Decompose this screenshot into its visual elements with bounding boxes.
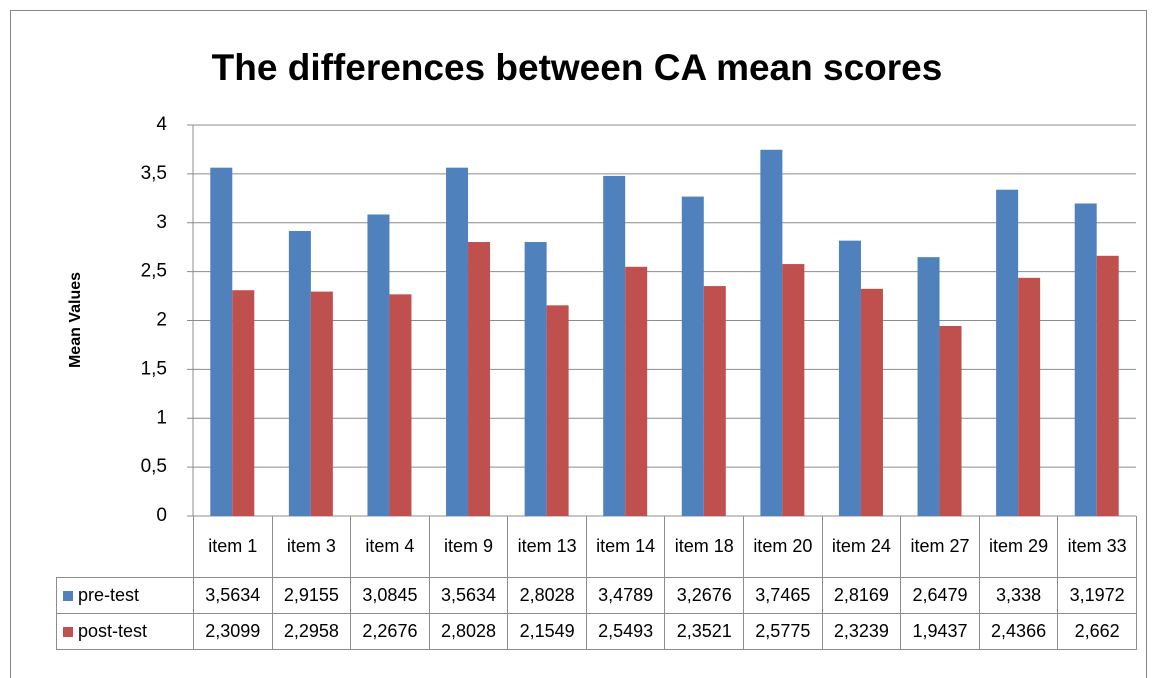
legend-entry: pre-test (56, 577, 194, 614)
table-row: post-test 2,3099 2,2958 2,2676 2,8028 2,1549 2… (56, 613, 1137, 650)
x-tick-label: item 3 (271, 516, 352, 578)
data-label: 1,9437 (900, 613, 980, 650)
y-tick-label: 3,5 (141, 163, 167, 184)
bar (210, 167, 233, 516)
legend-entry: post-test (56, 613, 194, 650)
data-label: 2,3099 (193, 613, 273, 650)
bar (996, 189, 1019, 516)
x-tick-label: item 24 (821, 516, 902, 578)
bar (603, 175, 626, 516)
data-label: 2,3239 (821, 613, 902, 650)
bar (1018, 277, 1041, 516)
y-axis-label: Mean Values (67, 272, 84, 368)
x-tick-label: item 29 (978, 516, 1059, 578)
x-tick-label: item 27 (900, 516, 980, 578)
table-header-row: item 1 item 3 item 4 item 9 item 13 item 14 it… (56, 516, 1137, 578)
data-label: 2,5775 (743, 613, 823, 650)
data-label: 2,8028 (428, 613, 509, 650)
data-label: 2,662 (1057, 613, 1137, 650)
data-label: 2,4366 (978, 613, 1059, 650)
bar (232, 290, 255, 516)
data-label: 2,2958 (271, 613, 352, 650)
y-tick-label: 2,5 (141, 261, 167, 282)
x-tick-label: item 20 (743, 516, 823, 578)
y-tick-label: 1 (156, 407, 167, 428)
bar (524, 242, 547, 516)
y-tick-label: 0 (156, 505, 167, 526)
data-label: 3,5634 (193, 577, 273, 614)
data-label: 2,9155 (271, 577, 352, 614)
data-label: 2,6479 (900, 577, 980, 614)
bar (681, 196, 704, 516)
data-label: 3,338 (978, 577, 1059, 614)
bar (760, 149, 783, 516)
bar (838, 240, 861, 517)
data-label: 3,2676 (664, 577, 745, 614)
bar (917, 257, 940, 516)
data-label: 3,1972 (1057, 577, 1137, 614)
legend-key (63, 627, 73, 637)
bar (446, 167, 469, 516)
data-label: 3,0845 (350, 577, 430, 614)
bar (468, 242, 491, 516)
bar (1074, 203, 1097, 516)
legend-label: pre-test (78, 585, 140, 605)
chart-title: The differences between CA mean scores (212, 47, 943, 88)
table-row: pre-test 3,5634 2,9155 3,0845 3,5634 2,8028 3,… (56, 577, 1137, 614)
y-tick-label: 3 (156, 212, 167, 233)
bar (782, 264, 805, 516)
data-label: 2,3521 (664, 613, 745, 650)
x-tick-label: item 4 (350, 516, 430, 578)
bar (389, 294, 412, 516)
y-tick-label: 0,5 (141, 456, 167, 477)
legend-key (63, 591, 73, 601)
bar (546, 305, 569, 516)
chart-border (10, 10, 1147, 678)
bar (1096, 255, 1119, 517)
x-tick-label: item 14 (585, 516, 666, 578)
data-label: 2,1549 (507, 613, 587, 650)
y-tick-label: 2 (156, 310, 167, 331)
bar (367, 214, 390, 517)
bar (288, 231, 311, 516)
legend-label: post-test (78, 621, 148, 641)
x-tick-label: item 18 (664, 516, 745, 578)
x-tick-label: item 33 (1057, 516, 1137, 578)
data-label: 3,4789 (585, 577, 666, 614)
x-tick-label: item 9 (428, 516, 509, 578)
x-tick-label: item 1 (193, 516, 273, 578)
bar (310, 291, 333, 516)
y-tick-label: 4 (156, 114, 167, 135)
data-label: 2,8169 (821, 577, 902, 614)
bar (625, 266, 648, 516)
table-corner (56, 516, 194, 578)
bar (703, 286, 726, 516)
data-label: 2,5493 (585, 613, 666, 650)
data-label: 2,8028 (507, 577, 587, 614)
data-table: item 1 item 3 item 4 item 9 item 13 item 14 it… (56, 516, 1137, 650)
y-tick-label: 1,5 (141, 358, 167, 379)
data-label: 3,5634 (428, 577, 509, 614)
x-tick-label: item 13 (507, 516, 587, 578)
data-label: 2,2676 (350, 613, 430, 650)
data-label: 3,7465 (743, 577, 823, 614)
bar (860, 288, 883, 516)
bar (939, 326, 962, 516)
